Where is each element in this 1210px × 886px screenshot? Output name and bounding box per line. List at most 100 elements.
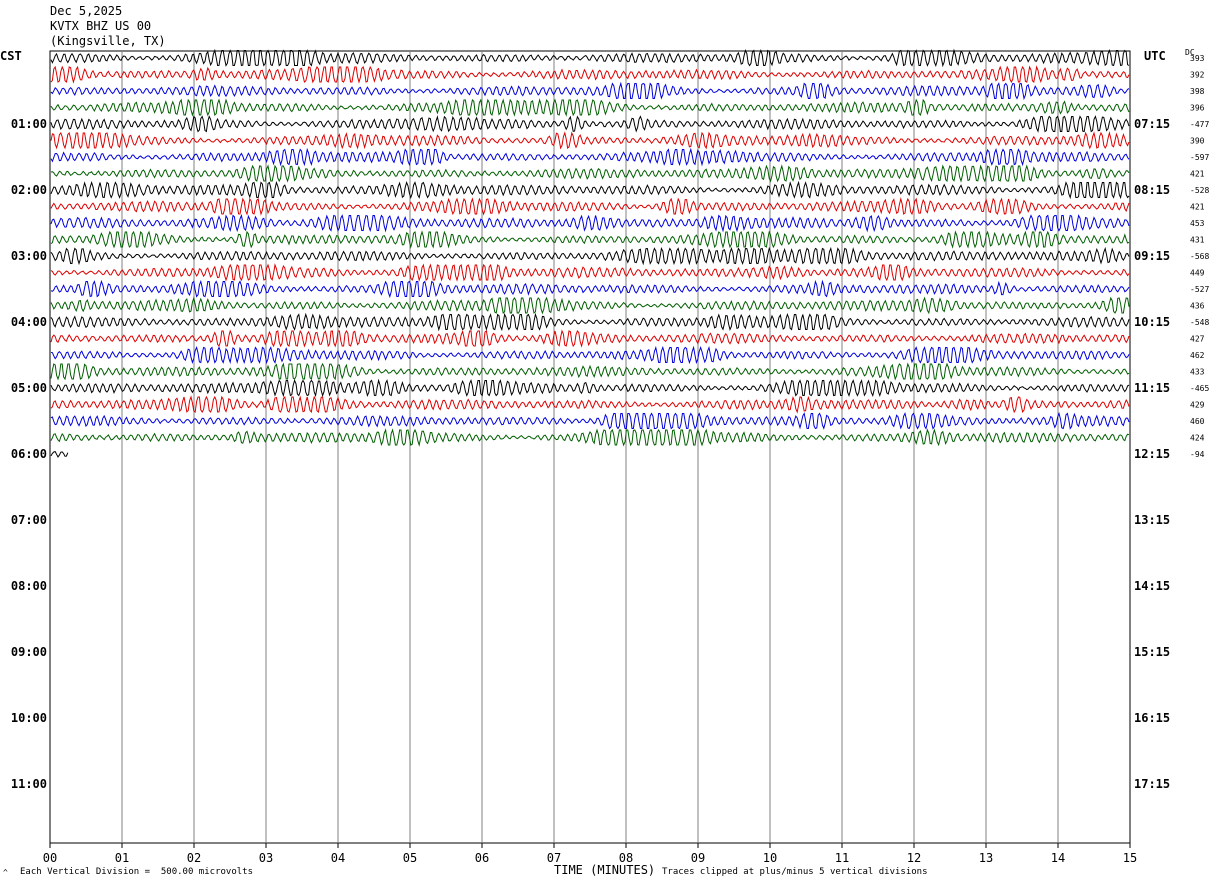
seismic-trace-row (50, 81, 1130, 101)
seismic-trace-row (50, 115, 1130, 133)
trace-layer (50, 48, 1130, 458)
seismic-trace-row (50, 411, 1130, 430)
seismic-trace-row (50, 65, 1130, 84)
dc-offset-label: 421 (1190, 203, 1205, 212)
cst-hour-label: 07:00 (11, 513, 47, 527)
header-date: Dec 5,2025 (50, 4, 123, 18)
cst-hour-label: 02:00 (11, 183, 47, 197)
x-tick-label: 08 (619, 851, 633, 865)
seismic-trace-row (50, 131, 1130, 150)
cst-hour-label: 08:00 (11, 579, 47, 593)
cst-hour-label: 04:00 (11, 315, 47, 329)
x-tick-label: 09 (691, 851, 705, 865)
utc-hour-label: 14:15 (1134, 579, 1170, 593)
seismic-trace-row (50, 230, 1130, 249)
cst-axis-label: CST (0, 49, 22, 63)
utc-hour-label: 11:15 (1134, 381, 1170, 395)
x-tick-label: 05 (403, 851, 417, 865)
x-tick-label: 06 (475, 851, 489, 865)
x-tick-label: 13 (979, 851, 993, 865)
dc-offset-label: -94 (1190, 450, 1205, 459)
seismic-trace-row (50, 362, 1130, 381)
dc-offset-label: -568 (1190, 252, 1209, 261)
dc-offset-label: -527 (1190, 285, 1209, 294)
seismic-trace-row (50, 329, 1130, 348)
seismic-trace-row (50, 428, 1130, 447)
seismic-trace-row (50, 345, 1130, 365)
dc-offset-label: 436 (1190, 302, 1205, 311)
seismic-trace-row (50, 451, 69, 458)
seismic-trace-row (50, 48, 1130, 68)
dc-offset-label: 429 (1190, 401, 1205, 410)
cst-hour-label: 09:00 (11, 645, 47, 659)
utc-hour-label: 16:15 (1134, 711, 1170, 725)
dc-offset-label: 431 (1190, 236, 1205, 245)
corner-mark: ^ (3, 868, 8, 877)
dc-offset-label: 462 (1190, 351, 1205, 360)
dc-offset-label: 421 (1190, 170, 1205, 179)
seismic-trace-row (50, 164, 1130, 183)
dc-offset-label: -597 (1190, 153, 1209, 162)
grid-layer (49, 50, 1131, 848)
utc-hour-label: 10:15 (1134, 315, 1170, 329)
x-tick-label: 04 (331, 851, 345, 865)
seismic-trace-row (50, 312, 1130, 332)
dc-offset-label: 460 (1190, 417, 1205, 426)
utc-hour-label: 15:15 (1134, 645, 1170, 659)
utc-hour-label: 13:15 (1134, 513, 1170, 527)
x-tick-label: 03 (259, 851, 273, 865)
dc-offset-label: 427 (1190, 335, 1205, 344)
x-tick-label: 07 (547, 851, 561, 865)
x-tick-label: 10 (763, 851, 777, 865)
seismic-trace-row (50, 197, 1130, 216)
dc-offset-label: 453 (1190, 219, 1205, 228)
seismic-trace-row (50, 98, 1130, 117)
dc-offset-label: 449 (1190, 269, 1205, 278)
seismic-trace-row (50, 378, 1130, 398)
utc-hour-label: 17:15 (1134, 777, 1170, 791)
utc-hour-label: 08:15 (1134, 183, 1170, 197)
utc-hour-label: 09:15 (1134, 249, 1170, 263)
dc-offset-label: 433 (1190, 368, 1205, 377)
dc-offset-label: 392 (1190, 71, 1205, 80)
seismic-trace-row (50, 147, 1130, 167)
seismic-trace-row (50, 395, 1130, 414)
x-tick-label: 14 (1051, 851, 1065, 865)
seismic-trace-row (50, 246, 1130, 266)
dc-label: DC (1185, 48, 1195, 57)
dc-offset-label: -528 (1190, 186, 1209, 195)
x-tick-label: 15 (1123, 851, 1137, 865)
dc-offset-label: 398 (1190, 87, 1205, 96)
x-tick-label: 00 (43, 851, 57, 865)
clip-note: Traces clipped at plus/minus 5 vertical … (662, 867, 928, 877)
x-tick-label: 11 (835, 851, 849, 865)
seismic-trace-row (50, 263, 1130, 282)
plot-frame (49, 50, 1131, 844)
utc-hour-label: 07:15 (1134, 117, 1170, 131)
x-axis-title: TIME (MINUTES) (554, 863, 656, 877)
header-location: (Kingsville, TX) (50, 34, 166, 48)
dc-offset-label: 424 (1190, 434, 1205, 443)
cst-hour-label: 06:00 (11, 447, 47, 461)
x-tick-label: 02 (187, 851, 201, 865)
dc-offset-label: 396 (1190, 104, 1205, 113)
label-layer: 00 01 02 03 04 05 06 07 08 09 10 11 12 13 14 15 01:00 02:… (11, 54, 1210, 865)
dc-offset-label: -548 (1190, 318, 1209, 327)
seismic-trace-row (50, 296, 1130, 315)
header-station: KVTX BHZ US 00 (50, 19, 152, 33)
cst-hour-label: 10:00 (11, 711, 47, 725)
utc-axis-label: UTC (1144, 49, 1166, 63)
seismic-trace-row (50, 180, 1130, 200)
scale-note: Each Vertical Division = 500.00 microvol… (20, 867, 253, 877)
seismic-trace-row (50, 213, 1130, 233)
utc-hour-label: 12:15 (1134, 447, 1170, 461)
cst-hour-label: 11:00 (11, 777, 47, 791)
seismic-trace-row (50, 279, 1130, 299)
cst-hour-label: 03:00 (11, 249, 47, 263)
dc-offset-label: -477 (1190, 120, 1209, 129)
dc-offset-label: -465 (1190, 384, 1209, 393)
dc-offset-label: 393 (1190, 54, 1205, 63)
dc-offset-label: 390 (1190, 137, 1205, 146)
x-tick-label: 12 (907, 851, 921, 865)
